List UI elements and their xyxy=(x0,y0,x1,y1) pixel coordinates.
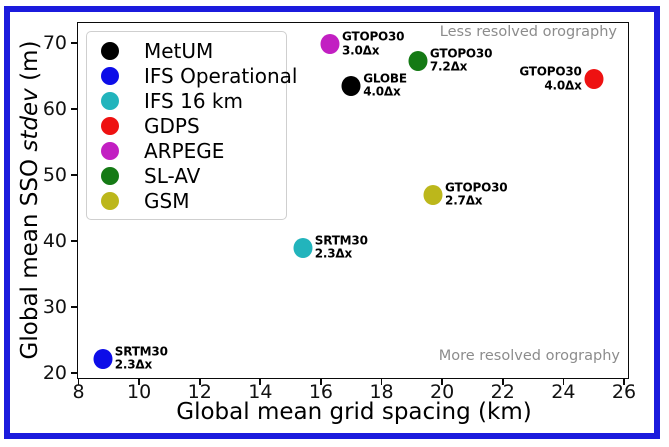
x-axis-tick-label: 18 xyxy=(369,381,394,403)
point-label-gdps: GTOPO30 4.0Δx xyxy=(519,64,582,93)
x-axis-tick-label: 8 xyxy=(72,381,85,403)
legend-item-ifs-operational: IFS Operational xyxy=(101,66,297,86)
annotation-less-resolved-orography: Less resolved orography xyxy=(439,24,617,40)
y-axis-tick-label: 30 xyxy=(42,296,67,319)
point-label-resolution: 4.0Δx xyxy=(363,85,401,99)
x-axis-tick xyxy=(259,378,262,385)
data-point-gdps xyxy=(584,69,604,90)
point-label-resolution: 2.3Δx xyxy=(114,357,153,372)
legend-item-metum: MetUM xyxy=(101,41,286,61)
legend-marker-icon xyxy=(101,116,119,135)
x-axis-tick xyxy=(623,378,625,385)
point-label-dataset: GLOBE xyxy=(363,71,407,86)
y-axis-tick-label: 20 xyxy=(42,362,67,385)
data-point-ifs-operational xyxy=(93,348,113,369)
point-label-resolution: 2.3Δx xyxy=(314,246,353,261)
legend-label: IFS Operational xyxy=(144,63,298,88)
legend-item-gdps: GDPS xyxy=(101,116,286,136)
legend-marker-icon xyxy=(101,66,119,85)
y-axis-tick xyxy=(71,42,77,44)
x-axis-tick-label: 22 xyxy=(490,381,515,403)
x-axis-tick-label: 24 xyxy=(551,381,576,403)
y-axis-tick xyxy=(71,306,77,308)
data-point-ifs-16-km xyxy=(293,237,313,258)
data-point-arpege xyxy=(320,34,340,55)
legend-label: SL-AV xyxy=(144,163,201,188)
data-point-sl-av xyxy=(408,50,428,71)
x-axis-tick-label: 10 xyxy=(127,381,152,403)
point-label-dataset: GTOPO30 xyxy=(429,46,493,61)
point-label-metum: GLOBE 4.0Δx xyxy=(363,71,407,100)
point-label-sl-av: GTOPO30 7.2Δx xyxy=(429,46,493,74)
point-label-ifs-16-km: SRTM30 2.3Δx xyxy=(314,233,368,261)
legend-marker-icon xyxy=(101,191,119,210)
point-label-ifs-operational: SRTM30 2.3Δx xyxy=(114,344,168,372)
x-axis-tick xyxy=(138,378,140,385)
point-label-resolution: 4.0Δx xyxy=(544,78,582,93)
legend-label: GDPS xyxy=(144,113,200,138)
point-label-resolution: 3.0Δx xyxy=(342,43,380,58)
point-label-dataset: GTOPO30 xyxy=(342,29,405,44)
legend-label: IFS 16 km xyxy=(144,88,243,113)
x-axis-label: Global mean grid spacing (km) xyxy=(176,399,532,425)
x-axis-tick-label: 16 xyxy=(308,381,334,403)
y-axis-tick-label: 60 xyxy=(42,98,67,121)
y-axis-tick xyxy=(71,174,77,176)
x-axis-tick xyxy=(562,378,565,385)
point-label-dataset: GTOPO30 xyxy=(519,64,582,79)
point-label-dataset: SRTM30 xyxy=(314,233,368,248)
legend-marker-icon xyxy=(101,166,119,185)
legend-item-sl-av: SL-AV xyxy=(101,166,286,186)
legend-marker-icon xyxy=(101,141,119,160)
data-point-metum xyxy=(341,76,361,96)
x-axis-tick xyxy=(320,378,322,385)
x-axis-tick xyxy=(501,378,504,385)
y-axis-tick-label: 40 xyxy=(42,230,67,253)
legend-item-arpege: ARPEGE xyxy=(101,141,286,161)
legend-marker-icon xyxy=(101,41,119,60)
x-axis-tick xyxy=(77,378,80,385)
point-label-resolution: 7.2Δx xyxy=(429,59,468,74)
x-axis-tick-label: 12 xyxy=(187,381,212,403)
x-axis-tick xyxy=(380,378,383,385)
legend-item-gsm: GSM xyxy=(101,191,286,211)
legend: MetUM IFS Operational IFS 16 km GDPS ARPEGE S… xyxy=(86,31,297,220)
x-axis-tick-label: 14 xyxy=(248,381,273,403)
annotation-more-resolved-orography: More resolved orography xyxy=(438,348,620,364)
point-label-dataset: SRTM30 xyxy=(114,344,168,359)
x-axis-tick-label: 20 xyxy=(430,381,455,403)
legend-item-ifs-16-km: IFS 16 km xyxy=(101,91,286,111)
y-axis-tick-label: 50 xyxy=(42,164,67,187)
point-label-gsm: GTOPO30 2.7Δx xyxy=(445,180,508,208)
data-point-gsm xyxy=(423,184,443,205)
y-axis-tick-label: 70 xyxy=(42,32,67,55)
x-axis-tick-label: 26 xyxy=(611,381,637,403)
legend-label: MetUM xyxy=(144,38,214,63)
point-label-arpege: GTOPO30 3.0Δx xyxy=(342,29,405,58)
x-axis-tick xyxy=(441,378,443,385)
x-axis-tick xyxy=(198,378,201,385)
y-axis-tick xyxy=(71,240,77,242)
y-axis-tick xyxy=(71,372,77,374)
point-label-resolution: 2.7Δx xyxy=(445,193,483,208)
legend-label: GSM xyxy=(144,188,190,213)
legend-label: ARPEGE xyxy=(144,138,225,163)
point-label-dataset: GTOPO30 xyxy=(445,180,508,195)
y-axis-tick xyxy=(71,108,77,110)
legend-marker-icon xyxy=(101,91,119,110)
